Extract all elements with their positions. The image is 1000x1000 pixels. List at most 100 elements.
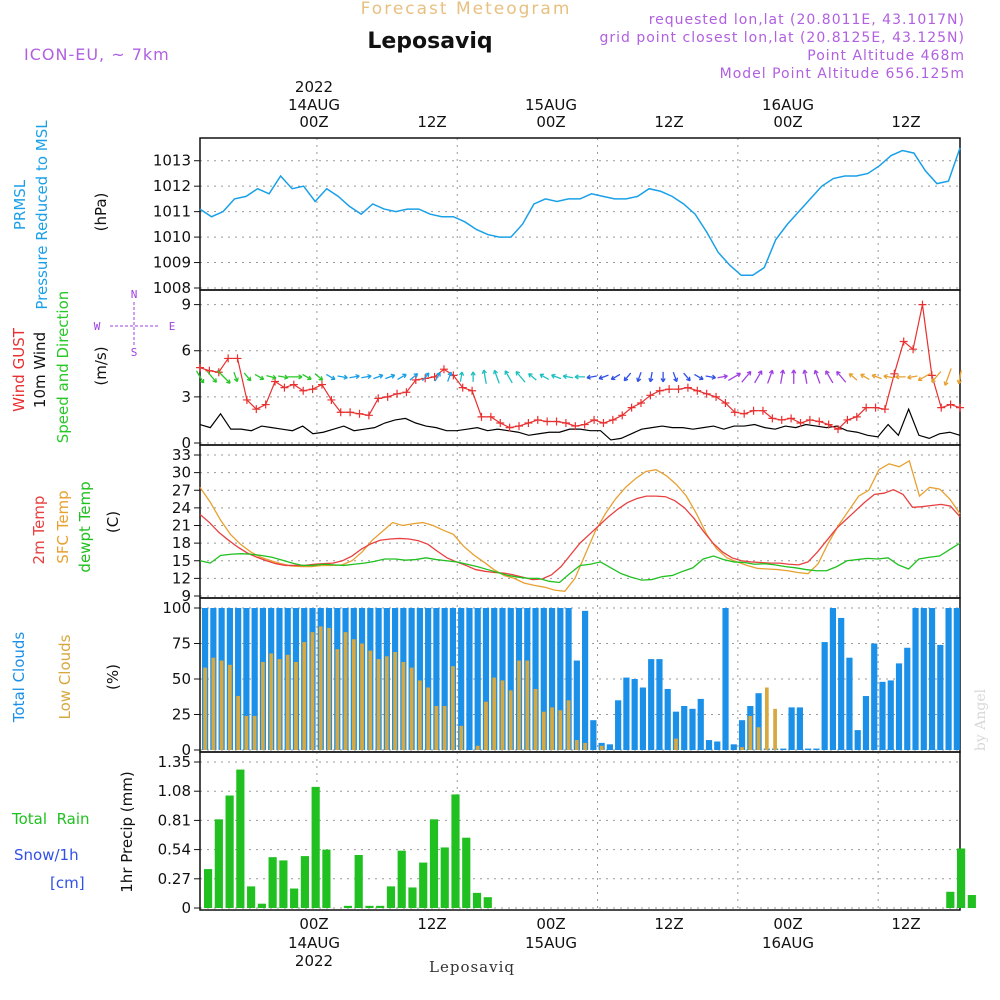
low-cloud-bar xyxy=(393,652,397,750)
total-cloud-bar xyxy=(813,748,820,750)
gust-marker xyxy=(308,385,317,394)
gust-marker xyxy=(946,400,955,409)
gust-marker xyxy=(627,403,636,412)
gust-marker xyxy=(393,389,402,398)
rain-bar xyxy=(365,905,374,908)
wind-arrow xyxy=(361,373,372,380)
low-cloud-bar xyxy=(376,659,381,750)
total-cloud-bar xyxy=(788,707,795,750)
rain-bar xyxy=(376,905,385,908)
rain-bar xyxy=(236,769,245,908)
time-bottom-2: 00Z xyxy=(536,915,565,933)
low-cloud-bar xyxy=(277,659,282,750)
total-cloud-bar xyxy=(755,693,762,750)
gust-marker xyxy=(543,417,552,426)
precip-ytick-label-5: 1.35 xyxy=(158,753,191,771)
gust-marker xyxy=(721,399,730,408)
gust-marker xyxy=(683,383,692,392)
time-top-5: 12Z xyxy=(891,113,920,131)
total-cloud-bar xyxy=(565,608,572,750)
total-cloud-bar xyxy=(821,642,828,750)
total-cloud-bar xyxy=(590,720,597,750)
gust-marker xyxy=(355,409,364,418)
wind-arrow xyxy=(574,374,585,380)
total-cloud-bar xyxy=(829,608,837,750)
gust-marker xyxy=(242,395,251,404)
year-bottom: 2022 xyxy=(295,952,333,970)
pressure-ytick-label-4: 1012 xyxy=(153,177,191,195)
total-cloud-bar xyxy=(466,608,473,750)
wind-arrow xyxy=(385,373,396,380)
wind-arrow xyxy=(825,370,834,384)
low-cloud-bar xyxy=(285,654,290,750)
wind-arrow xyxy=(895,374,906,380)
gust-marker xyxy=(561,419,570,428)
gust-marker xyxy=(852,412,861,421)
gust-marker xyxy=(702,389,711,398)
time-top-4: 00Z xyxy=(773,113,802,131)
gust-marker xyxy=(196,363,204,372)
time-bottom-1: 12Z xyxy=(417,915,446,933)
gust-marker xyxy=(834,425,843,434)
gust-marker xyxy=(505,423,514,432)
total-cloud-bar xyxy=(912,608,919,750)
temp-ytick-label-7: 30 xyxy=(172,464,191,482)
total-cloud-bar xyxy=(631,679,638,750)
low-cloud-bar xyxy=(269,653,274,750)
gust-marker xyxy=(571,422,580,431)
wind-arrow xyxy=(883,373,894,380)
gust-marker xyxy=(515,422,524,431)
total-cloud-bar xyxy=(482,608,490,750)
rain-bar xyxy=(408,887,417,908)
time-bottom-5: 12Z xyxy=(891,915,920,933)
wind-arrow xyxy=(539,373,550,380)
low-cloud-bar xyxy=(508,690,513,750)
low-cloud-bar xyxy=(566,700,571,750)
precip-ytick-label-2: 0.54 xyxy=(158,841,191,859)
total-cloud-bar xyxy=(920,608,927,750)
total-cloud-bar xyxy=(928,608,936,750)
wind-arrow xyxy=(871,373,882,380)
gust-marker xyxy=(749,406,758,415)
gust-marker xyxy=(655,386,664,395)
total-cloud-bar xyxy=(615,700,622,750)
wind-arrow xyxy=(943,368,952,386)
total-cloud-bar xyxy=(474,608,481,750)
low-cloud-bar xyxy=(550,707,554,750)
wind-unit: (m/s) xyxy=(92,346,110,385)
gust-marker xyxy=(787,414,796,423)
wind-ytick-label-0: 0 xyxy=(181,434,191,452)
grid-point-coords: grid point closest lon,lat (20.8125E, 43… xyxy=(599,30,965,46)
wind-arrow xyxy=(233,371,239,383)
gust-marker xyxy=(646,391,655,400)
gust-marker xyxy=(486,412,495,421)
gust-marker xyxy=(552,417,561,426)
requested-coords: requested lon,lat (20.8011E, 43.1017N) xyxy=(649,12,965,28)
rain-bar xyxy=(257,903,266,908)
wind-arrow xyxy=(779,369,786,384)
gust-marker xyxy=(374,394,383,403)
direction-north: N xyxy=(131,288,138,301)
gust-marker xyxy=(299,386,308,395)
total-cloud-bar xyxy=(854,730,861,750)
gust-marker xyxy=(261,400,270,409)
gust-marker xyxy=(468,386,477,395)
wind-arrow xyxy=(195,370,205,384)
low-cloud-bar xyxy=(748,715,753,750)
clouds-ytick-label-3: 75 xyxy=(172,635,191,653)
temp-panel-frame xyxy=(199,444,961,599)
low-cloud-bar xyxy=(261,661,265,750)
time-bottom-3: 12Z xyxy=(654,915,683,933)
total-cloud-bar xyxy=(548,608,556,750)
wind-ytick-label-2: 6 xyxy=(181,342,191,360)
total-cloud-bar xyxy=(664,688,671,750)
total-cloud-bar xyxy=(243,608,250,750)
total-cloud-bar xyxy=(416,608,423,750)
total-cloud-bar xyxy=(738,720,746,750)
gust-marker xyxy=(880,405,889,414)
date-top-14aug: 14AUG xyxy=(288,96,340,114)
gust-marker xyxy=(317,380,326,389)
temp-unit: (C) xyxy=(104,511,122,533)
time-bottom-0: 00Z xyxy=(299,915,328,933)
